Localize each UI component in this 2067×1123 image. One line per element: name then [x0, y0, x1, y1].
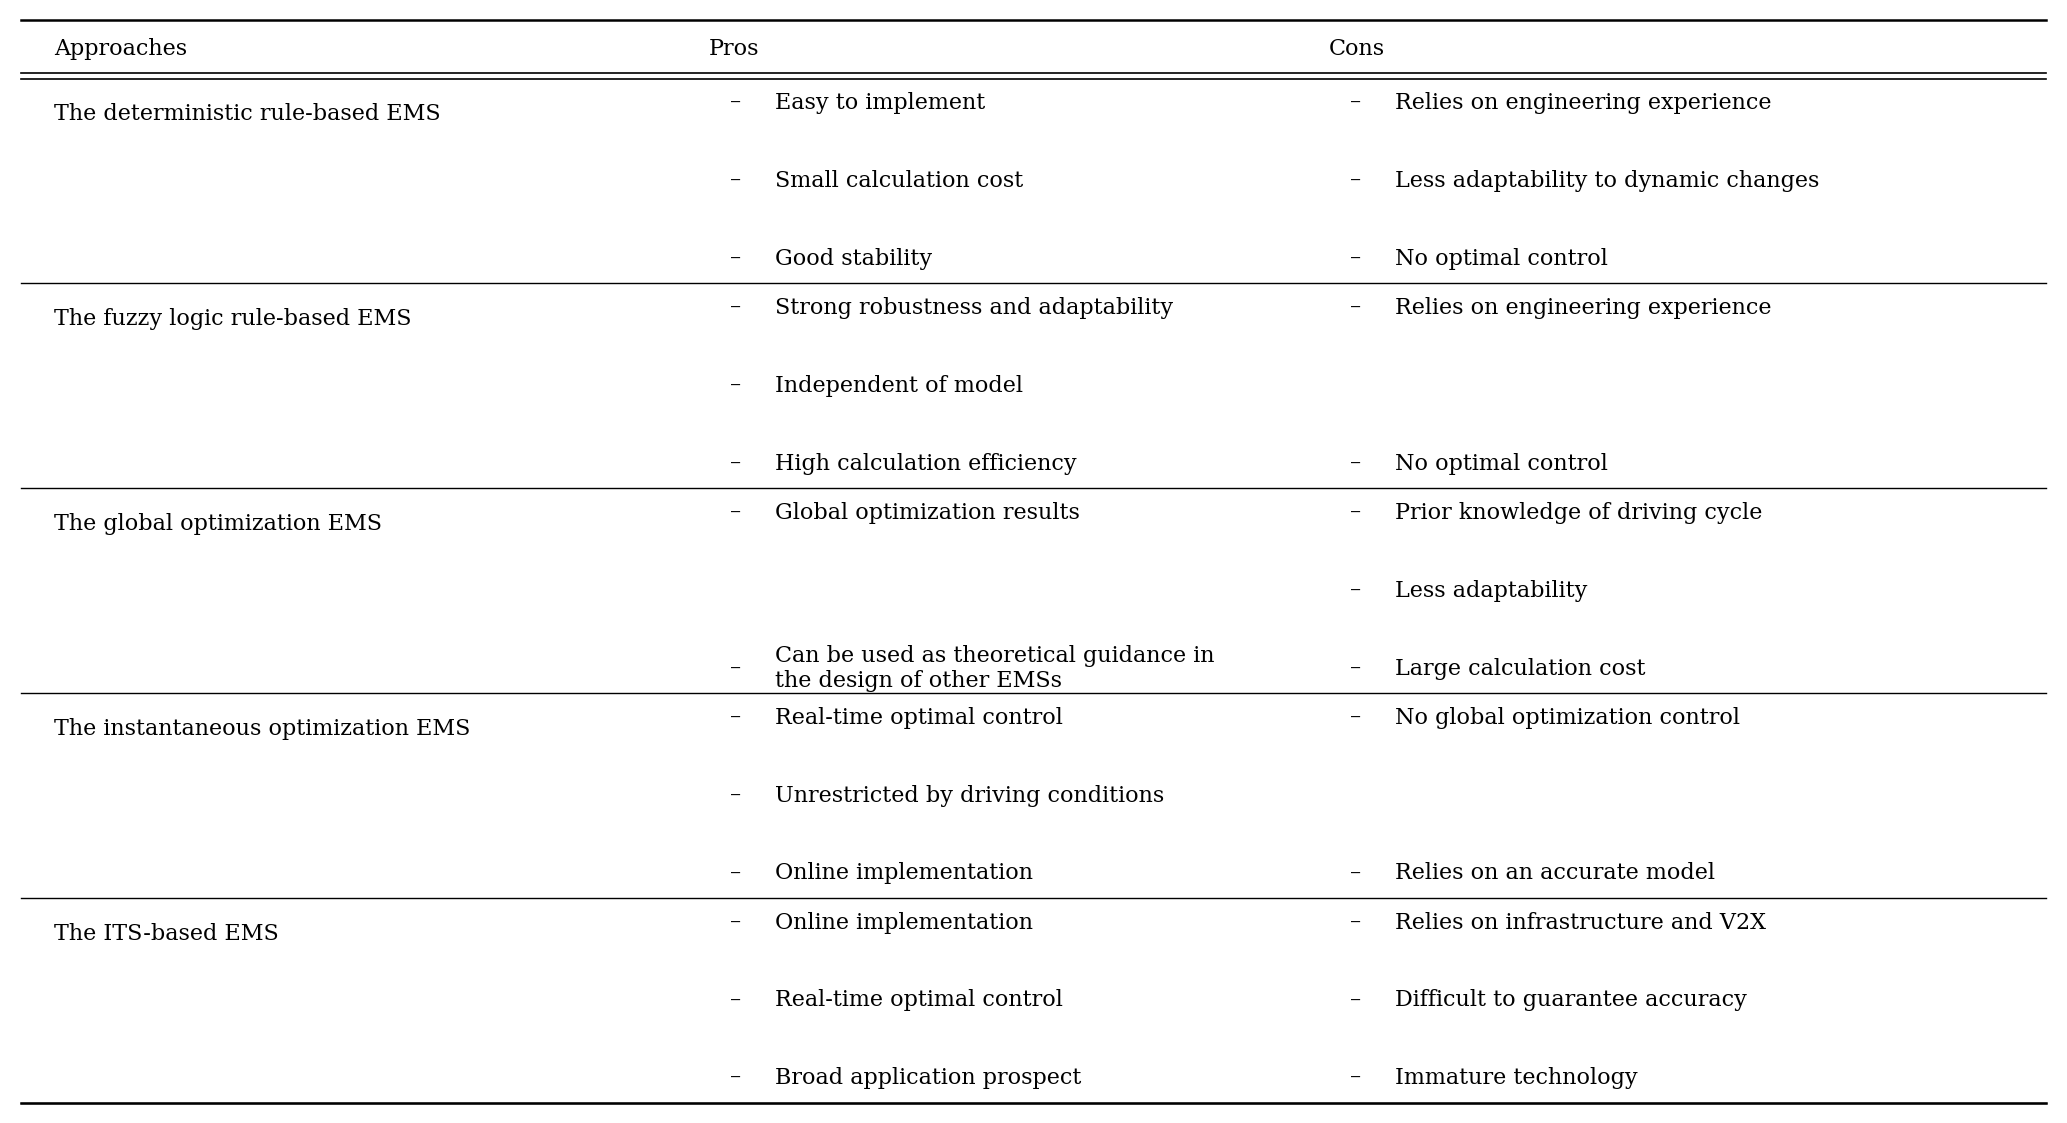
- Text: –: –: [1350, 502, 1360, 523]
- Text: –: –: [730, 862, 740, 885]
- Text: Less adaptability: Less adaptability: [1395, 579, 1587, 602]
- Text: Easy to implement: Easy to implement: [775, 92, 986, 115]
- Text: –: –: [1350, 989, 1360, 1012]
- Text: Can be used as theoretical guidance in
the design of other EMSs: Can be used as theoretical guidance in t…: [775, 645, 1215, 692]
- Text: Cons: Cons: [1329, 38, 1385, 61]
- Text: No global optimization control: No global optimization control: [1395, 706, 1740, 729]
- Text: The ITS-based EMS: The ITS-based EMS: [54, 922, 279, 944]
- Text: The deterministic rule-based EMS: The deterministic rule-based EMS: [54, 103, 440, 125]
- Text: –: –: [1350, 862, 1360, 885]
- Text: –: –: [1350, 1067, 1360, 1089]
- Text: –: –: [1350, 248, 1360, 270]
- Text: –: –: [730, 296, 740, 319]
- Text: Broad application prospect: Broad application prospect: [775, 1067, 1081, 1089]
- Text: –: –: [730, 658, 740, 679]
- Text: –: –: [730, 248, 740, 270]
- Text: Real-time optimal control: Real-time optimal control: [775, 989, 1062, 1012]
- Text: Large calculation cost: Large calculation cost: [1395, 658, 1645, 679]
- Text: –: –: [1350, 296, 1360, 319]
- Text: The fuzzy logic rule-based EMS: The fuzzy logic rule-based EMS: [54, 308, 411, 330]
- Text: Strong robustness and adaptability: Strong robustness and adaptability: [775, 296, 1174, 319]
- Text: –: –: [730, 912, 740, 933]
- Text: –: –: [1350, 706, 1360, 729]
- Text: Pros: Pros: [709, 38, 759, 61]
- Text: –: –: [730, 170, 740, 192]
- Text: –: –: [1350, 453, 1360, 475]
- Text: Relies on engineering experience: Relies on engineering experience: [1395, 92, 1771, 115]
- Text: –: –: [730, 989, 740, 1012]
- Text: The global optimization EMS: The global optimization EMS: [54, 513, 382, 535]
- Text: Online implementation: Online implementation: [775, 912, 1034, 933]
- Text: Difficult to guarantee accuracy: Difficult to guarantee accuracy: [1395, 989, 1747, 1012]
- Text: High calculation efficiency: High calculation efficiency: [775, 453, 1077, 475]
- Text: Real-time optimal control: Real-time optimal control: [775, 706, 1062, 729]
- Text: Relies on engineering experience: Relies on engineering experience: [1395, 296, 1771, 319]
- Text: –: –: [730, 92, 740, 115]
- Text: Immature technology: Immature technology: [1395, 1067, 1637, 1089]
- Text: Good stability: Good stability: [775, 248, 932, 270]
- Text: Small calculation cost: Small calculation cost: [775, 170, 1023, 192]
- Text: Less adaptability to dynamic changes: Less adaptability to dynamic changes: [1395, 170, 1819, 192]
- Text: –: –: [1350, 579, 1360, 602]
- Text: Relies on an accurate model: Relies on an accurate model: [1395, 862, 1716, 885]
- Text: Approaches: Approaches: [54, 38, 186, 61]
- Text: –: –: [1350, 658, 1360, 679]
- Text: –: –: [730, 706, 740, 729]
- Text: –: –: [1350, 170, 1360, 192]
- Text: –: –: [1350, 92, 1360, 115]
- Text: Prior knowledge of driving cycle: Prior knowledge of driving cycle: [1395, 502, 1763, 523]
- Text: –: –: [730, 785, 740, 806]
- Text: –: –: [730, 1067, 740, 1089]
- Text: Unrestricted by driving conditions: Unrestricted by driving conditions: [775, 785, 1164, 806]
- Text: –: –: [730, 502, 740, 523]
- Text: Independent of model: Independent of model: [775, 375, 1023, 396]
- Text: –: –: [1350, 912, 1360, 933]
- Text: –: –: [730, 375, 740, 396]
- Text: No optimal control: No optimal control: [1395, 248, 1608, 270]
- Text: The instantaneous optimization EMS: The instantaneous optimization EMS: [54, 718, 469, 740]
- Text: Global optimization results: Global optimization results: [775, 502, 1079, 523]
- Text: –: –: [730, 453, 740, 475]
- Text: No optimal control: No optimal control: [1395, 453, 1608, 475]
- Text: Online implementation: Online implementation: [775, 862, 1034, 885]
- Text: Relies on infrastructure and V2X: Relies on infrastructure and V2X: [1395, 912, 1765, 933]
